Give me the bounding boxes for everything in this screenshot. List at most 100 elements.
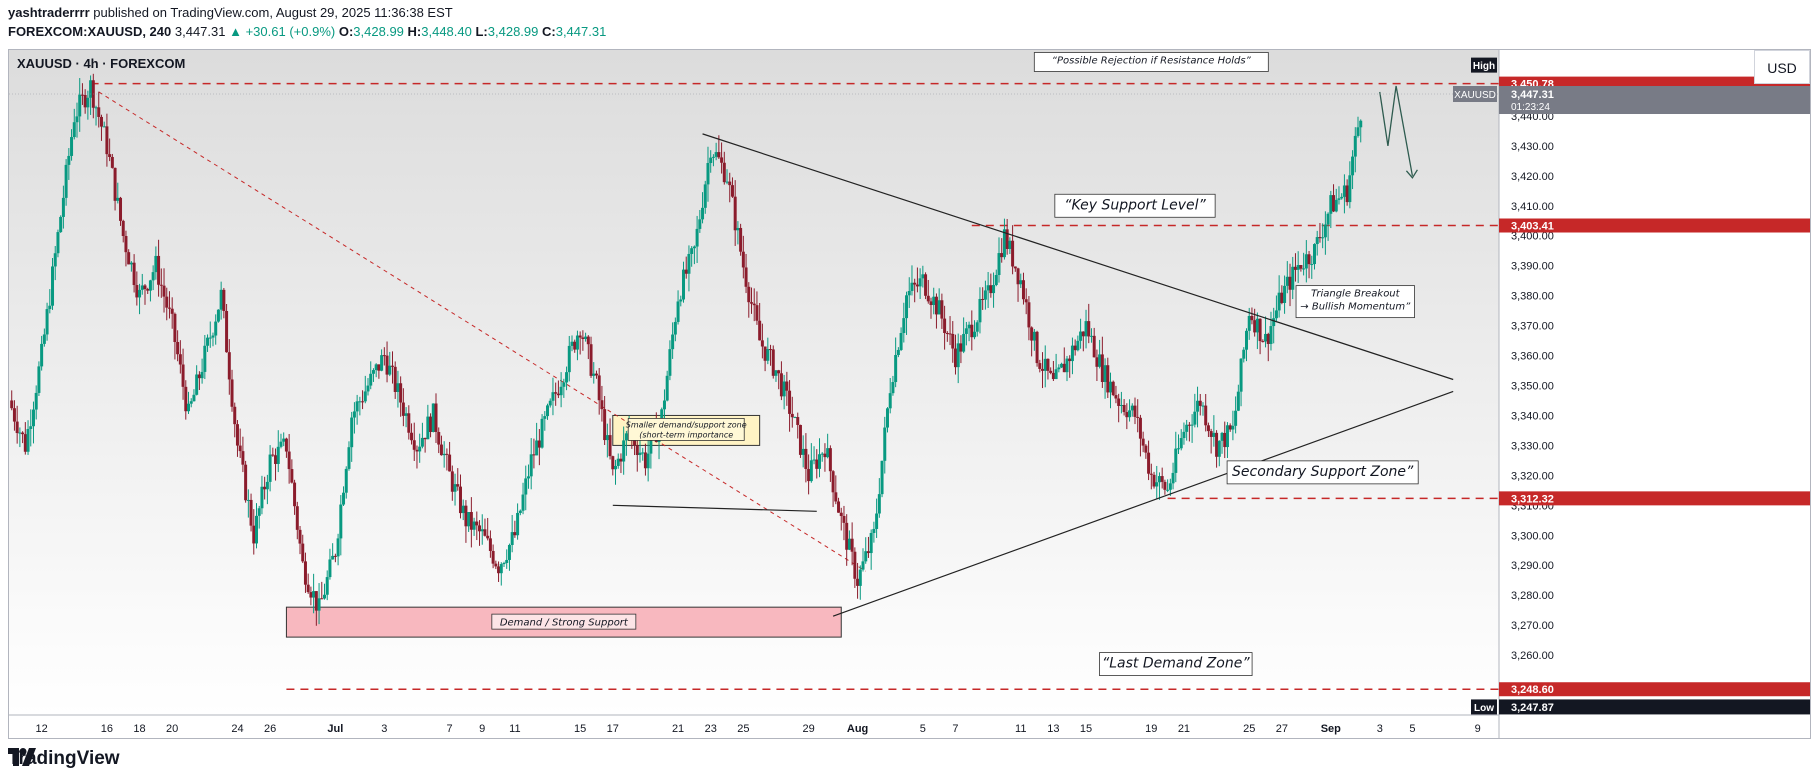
candle-body <box>507 545 511 560</box>
candle-body <box>812 459 816 461</box>
candle-body <box>456 484 460 487</box>
tradingview-logo[interactable]: TradingView <box>8 748 120 770</box>
candle-body <box>1035 331 1039 364</box>
triangle-upper-line <box>702 133 1454 381</box>
triangle-lower-line <box>832 390 1454 617</box>
candle-body <box>108 154 112 157</box>
candle-body <box>1264 333 1268 342</box>
candles-group <box>10 73 1363 626</box>
candle-body <box>200 371 204 379</box>
candle-body <box>195 374 199 395</box>
candle-body <box>1250 315 1254 321</box>
candle-body <box>774 370 778 376</box>
publication-info: yashtraderrrr published on TradingView.c… <box>8 5 453 20</box>
candle-body <box>361 401 365 403</box>
level-price-tag: 3,248.60 <box>1511 684 1554 696</box>
candle-body <box>611 456 615 470</box>
candle-body <box>1068 358 1072 362</box>
candle-body <box>826 448 830 458</box>
candle-body <box>973 331 977 338</box>
candle-body <box>1130 405 1134 411</box>
candle-body <box>875 513 879 529</box>
candle-body <box>788 390 792 414</box>
candle-body <box>1204 405 1208 426</box>
candle-body <box>714 152 718 157</box>
candle-body <box>1307 254 1311 265</box>
candle-body <box>668 349 672 376</box>
price-chart-svg[interactable]: 3,260.00 3,270.00 3,280.00 3,290.00 3,300.00… <box>9 50 1811 739</box>
chart-area[interactable]: 3,260.00 3,270.00 3,280.00 3,290.00 3,300.00… <box>8 49 1811 739</box>
x-tick-label: 24 <box>231 723 243 735</box>
candle-body <box>524 478 528 495</box>
candle-body <box>208 337 212 339</box>
candle-body <box>431 403 435 432</box>
candle-body <box>1272 318 1276 327</box>
candle-body <box>1147 452 1151 474</box>
candle-body <box>853 551 857 579</box>
candle-body <box>1296 265 1300 270</box>
dashed-diagonal-resistance <box>98 91 866 572</box>
candle-body <box>1245 330 1248 350</box>
candle-body <box>1070 345 1074 362</box>
candle-body <box>154 255 158 273</box>
candle-body <box>105 126 109 155</box>
candle-body <box>363 391 367 402</box>
candle-body <box>1182 431 1186 439</box>
candle-body <box>230 379 234 407</box>
candle-body <box>271 454 275 456</box>
candle-body <box>377 364 381 371</box>
candle-body <box>1323 224 1327 238</box>
candle-body <box>951 333 955 349</box>
symbol-tag-bg <box>1453 86 1497 103</box>
candle-body <box>907 290 911 296</box>
close-label: C: <box>542 24 556 39</box>
candle-body <box>31 409 35 427</box>
candle-body <box>1228 425 1232 430</box>
candle-body <box>597 375 601 401</box>
candle-body <box>1280 292 1284 303</box>
candle-body <box>434 403 438 432</box>
candle-body <box>72 122 76 138</box>
candle-body <box>1247 315 1251 331</box>
candle-body <box>235 424 239 446</box>
candle-body <box>1149 473 1153 475</box>
low-label: L: <box>475 24 488 39</box>
candle-body <box>488 538 492 551</box>
y-tick-label: 3,330.00 <box>1511 440 1554 452</box>
y-tick-label: 3,340.00 <box>1511 410 1554 422</box>
candle-body <box>785 381 789 391</box>
level-price-tag-bg <box>1499 491 1810 506</box>
candle-body <box>238 445 242 452</box>
candle-body <box>804 448 808 469</box>
candle-body <box>1008 240 1012 249</box>
candle-body <box>635 445 639 456</box>
candle-body <box>1081 331 1085 337</box>
x-tick-label: 9 <box>1475 723 1481 735</box>
candle-body <box>249 499 253 526</box>
x-tick-label: 11 <box>1015 723 1026 735</box>
candle-body <box>1353 135 1357 157</box>
candle-body <box>1076 340 1080 351</box>
y-tick-label: 3,300.00 <box>1511 530 1554 542</box>
candle-body <box>679 299 683 302</box>
candle-body <box>589 344 593 376</box>
candle-body <box>717 152 721 158</box>
candle-body <box>543 416 547 419</box>
symbol-label[interactable]: FOREXCOM:XAUUSD, 240 <box>8 24 172 39</box>
author-name[interactable]: yashtraderrrr <box>8 5 90 20</box>
candle-body <box>673 321 677 335</box>
x-tick-label: 18 <box>133 723 145 735</box>
candle-body <box>1019 280 1023 285</box>
candle-body <box>565 372 569 383</box>
candle-body <box>649 435 653 454</box>
candle-body <box>1340 196 1344 199</box>
currency-button[interactable]: USD <box>1754 50 1810 84</box>
candle-body <box>494 563 498 567</box>
candle-body <box>1220 432 1224 441</box>
candle-body <box>333 555 337 557</box>
candle-body <box>1098 354 1102 367</box>
candle-body <box>162 285 166 297</box>
candle-body <box>586 336 590 345</box>
candle-body <box>858 569 862 586</box>
candle-body <box>608 435 612 457</box>
